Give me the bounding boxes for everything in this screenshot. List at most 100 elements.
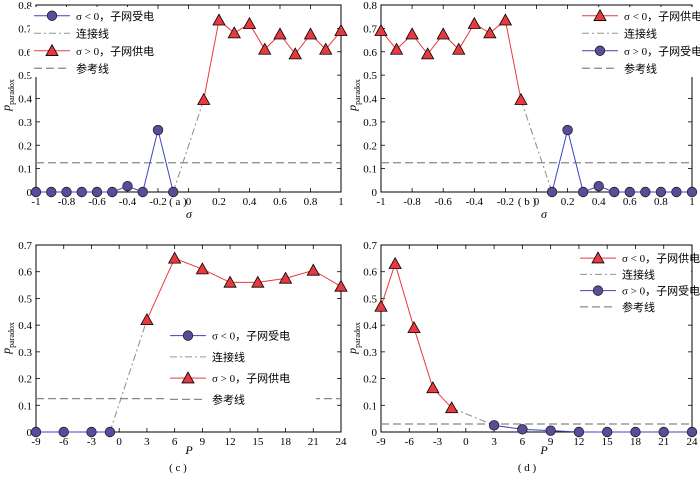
- x-tick-label: -0.6: [434, 196, 452, 208]
- chart-panel-4: -9 -6 -3 0 3 6 9 12 15 18 21 24 0 0.1 0.2 0.3 0.4 0.5 0.6 0…: [345, 240, 700, 474]
- data-point-triangle: [242, 16, 257, 29]
- data-point-triangle: [426, 381, 440, 394]
- y-tick-label: 0.6: [18, 47, 32, 59]
- y-tick-label: 0.5: [18, 70, 32, 82]
- y-tick-label: 0.7: [18, 240, 32, 252]
- data-point-triangle: [374, 23, 388, 36]
- chart-panel-3: -9 -6 -3 0 3 6 9 12 15 18 21 24 0 0.1 0.2 0.3 0.4 0.5 0.6 0…: [0, 240, 348, 474]
- data-point-triangle: [498, 13, 513, 26]
- x-tick-label: 18: [280, 436, 292, 448]
- legend-circle-marker: [46, 10, 58, 21]
- plot-frame: [380, 244, 693, 433]
- y-tick-label: 0.6: [363, 47, 377, 59]
- data-point-circle: [58, 426, 69, 438]
- y-tick-label: 0.1: [18, 400, 32, 412]
- x-tick-label: 0.6: [273, 196, 287, 208]
- data-point-circle: [624, 186, 636, 198]
- x-tick-label: -6: [405, 436, 415, 448]
- legend-label: σ > 0，子网受电: [624, 45, 700, 58]
- data-point-triangle: [407, 320, 421, 334]
- plot-frame: [35, 244, 342, 433]
- data-point-circle: [577, 186, 589, 198]
- data-point-triangle: [420, 47, 435, 60]
- data-point-circle: [658, 426, 669, 438]
- data-point-circle: [46, 186, 57, 198]
- data-point-circle: [655, 186, 667, 198]
- y-axis-label: pparadox: [345, 79, 362, 112]
- data-point-triangle: [306, 263, 320, 276]
- connector-line: [451, 407, 495, 426]
- y-tick-label: 0.1: [363, 400, 377, 412]
- x-tick-label: 0.6: [623, 196, 637, 208]
- x-tick-label: 3: [144, 436, 150, 448]
- y-tick-label: 0.7: [363, 23, 377, 35]
- data-point-triangle: [258, 42, 272, 55]
- y-axis-label: pparadox: [0, 322, 16, 355]
- chart-panel-1: -1 -0.8 -0.6 -0.4 -0.2 0 0.2 0.4 0.6 0.8 1 0 0.1 0.2 0…: [0, 0, 348, 221]
- legend-triangle-marker: [181, 371, 195, 384]
- x-tick-label: 6: [520, 436, 526, 448]
- data-point-triangle: [436, 27, 450, 40]
- data-point-triangle: [223, 275, 237, 288]
- x-tick-label: -0.2: [497, 196, 514, 208]
- data-point-circle: [573, 426, 585, 438]
- data-point-circle: [61, 186, 72, 198]
- data-point-circle: [671, 186, 682, 198]
- x-tick-label: -0.6: [88, 196, 106, 208]
- x-tick-label: 9: [548, 436, 554, 448]
- x-tick-label: 24: [687, 436, 699, 448]
- y-axis-label: pparadox: [345, 322, 362, 355]
- data-point-circle: [152, 124, 164, 136]
- y-tick-label: 0.6: [363, 267, 377, 279]
- data-point-circle: [640, 186, 651, 198]
- x-tick-label: 0: [534, 196, 540, 208]
- y-tick-label: 0.3: [18, 347, 32, 359]
- y-tick-label: 0.5: [363, 293, 377, 305]
- x-tick-label: 0.8: [654, 196, 668, 208]
- data-point-triangle: [251, 275, 265, 288]
- y-tick-label: 0: [372, 187, 378, 199]
- x-tick-label: 18: [630, 436, 642, 448]
- legend-label: 参考线: [76, 61, 109, 75]
- y-tick-label: 0: [372, 427, 378, 439]
- x-tick-label: 0: [463, 436, 469, 448]
- data-point-circle: [30, 426, 42, 438]
- y-tick-label: 0.1: [363, 164, 377, 176]
- x-tick-label: 0: [186, 196, 192, 208]
- y-tick-label: 0.2: [363, 140, 377, 152]
- connector-line: [109, 319, 148, 433]
- x-tick-label: 24: [336, 436, 348, 448]
- legend-label: σ < 0，子网供电: [622, 251, 700, 265]
- data-point-triangle: [334, 279, 348, 292]
- data-point-circle: [91, 186, 103, 198]
- x-axis-label: σ: [186, 207, 193, 221]
- panel-caption: ( b ): [518, 196, 537, 208]
- x-tick-label: 1: [689, 196, 695, 208]
- x-tick-label: 0.2: [561, 196, 575, 208]
- data-point-circle: [609, 186, 620, 198]
- data-point-triangle: [303, 27, 318, 40]
- legend-circle-marker: [182, 330, 194, 341]
- data-point-triangle: [212, 13, 226, 26]
- data-point-circle: [562, 124, 573, 136]
- data-point-triangle: [467, 16, 481, 29]
- data-point-circle: [546, 186, 558, 198]
- x-tick-label: 15: [252, 436, 264, 448]
- legend-triangle-marker: [591, 251, 605, 264]
- y-tick-label: 0.3: [18, 117, 32, 129]
- data-point-triangle: [445, 401, 459, 414]
- data-point-circle: [104, 426, 116, 438]
- data-point-triangle: [514, 92, 528, 105]
- x-tick-label: 9: [200, 436, 206, 448]
- data-point-triangle: [288, 47, 302, 60]
- data-point-triangle: [389, 42, 404, 55]
- connector-line: [520, 99, 553, 193]
- chart-panel-2: -1 -0.8 -0.6 -0.4 -0.2 0 0.2 0.4 0.6 0.8 1 0 0.1 0.2 0…: [345, 0, 700, 221]
- x-tick-label: 21: [308, 436, 319, 448]
- y-tick-label: 0.4: [363, 320, 377, 332]
- x-tick-label: -6: [59, 436, 69, 448]
- y-tick-label: 0.3: [363, 347, 377, 359]
- data-point-circle: [630, 426, 641, 438]
